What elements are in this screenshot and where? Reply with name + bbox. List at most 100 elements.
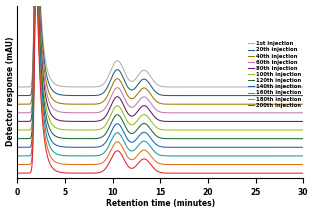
20th injection xyxy=(241,94,244,97)
60th injection xyxy=(30,104,34,107)
140th injection xyxy=(241,146,244,149)
100th injection xyxy=(241,129,244,131)
60th injection xyxy=(154,109,158,111)
40th injection xyxy=(293,103,297,106)
Line: 160th injection: 160th injection xyxy=(17,0,303,156)
20th injection xyxy=(147,82,151,84)
1st injection xyxy=(15,86,19,88)
80th injection xyxy=(147,108,151,111)
40th injection xyxy=(154,100,158,103)
Legend: 1st injection, 20th injection, 40th injection, 60th injection, 80th injection, 1: 1st injection, 20th injection, 40th inje… xyxy=(246,39,303,110)
60th injection xyxy=(301,111,305,114)
100th injection xyxy=(147,117,151,119)
40th injection xyxy=(301,103,305,106)
160th injection xyxy=(15,155,19,157)
80th injection xyxy=(241,120,244,123)
100th injection xyxy=(293,129,297,131)
80th injection xyxy=(293,120,297,123)
100th injection xyxy=(15,129,19,131)
Line: 1st injection: 1st injection xyxy=(17,0,303,87)
80th injection xyxy=(293,120,297,123)
180th injection xyxy=(154,161,158,163)
200th injection xyxy=(301,172,305,174)
Line: 100th injection: 100th injection xyxy=(17,0,303,130)
100th injection xyxy=(30,122,34,124)
Line: 40th injection: 40th injection xyxy=(17,0,303,104)
40th injection xyxy=(30,96,34,98)
60th injection xyxy=(293,111,297,114)
200th injection xyxy=(293,172,297,174)
160th injection xyxy=(147,143,151,146)
160th injection xyxy=(293,155,297,157)
140th injection xyxy=(30,139,34,141)
60th injection xyxy=(15,111,19,114)
40th injection xyxy=(15,103,19,106)
1st injection xyxy=(154,83,158,85)
1st injection xyxy=(293,86,297,88)
180th injection xyxy=(293,163,297,166)
200th injection xyxy=(154,169,158,172)
200th injection xyxy=(15,172,19,174)
1st injection xyxy=(30,79,34,81)
60th injection xyxy=(241,111,244,114)
Line: 120th injection: 120th injection xyxy=(17,0,303,139)
180th injection xyxy=(241,163,244,166)
160th injection xyxy=(301,155,305,157)
20th injection xyxy=(30,87,34,90)
40th injection xyxy=(147,90,151,93)
160th injection xyxy=(293,155,297,157)
100th injection xyxy=(293,129,297,131)
180th injection xyxy=(301,163,305,166)
20th injection xyxy=(293,94,297,97)
120th injection xyxy=(30,130,34,133)
120th injection xyxy=(241,137,244,140)
200th injection xyxy=(293,172,297,174)
Line: 200th injection: 200th injection xyxy=(17,0,303,173)
120th injection xyxy=(154,135,158,137)
60th injection xyxy=(293,111,297,114)
1st injection xyxy=(241,86,244,88)
40th injection xyxy=(241,103,244,106)
120th injection xyxy=(15,137,19,140)
100th injection xyxy=(154,126,158,129)
Line: 80th injection: 80th injection xyxy=(17,0,303,121)
20th injection xyxy=(15,94,19,97)
1st injection xyxy=(293,86,297,88)
X-axis label: Retention time (minutes): Retention time (minutes) xyxy=(106,199,215,208)
1st injection xyxy=(301,86,305,88)
80th injection xyxy=(15,120,19,123)
180th injection xyxy=(147,152,151,155)
80th injection xyxy=(301,120,305,123)
120th injection xyxy=(301,137,305,140)
160th injection xyxy=(241,155,244,157)
160th injection xyxy=(154,152,158,155)
1st injection xyxy=(147,73,151,75)
120th injection xyxy=(147,126,151,128)
200th injection xyxy=(147,161,151,163)
Line: 20th injection: 20th injection xyxy=(17,0,303,96)
140th injection xyxy=(15,146,19,149)
60th injection xyxy=(147,99,151,102)
180th injection xyxy=(293,163,297,166)
20th injection xyxy=(154,91,158,94)
200th injection xyxy=(30,165,34,167)
140th injection xyxy=(293,146,297,149)
40th injection xyxy=(293,103,297,106)
120th injection xyxy=(293,137,297,140)
140th injection xyxy=(147,134,151,137)
20th injection xyxy=(293,94,297,97)
20th injection xyxy=(301,94,305,97)
Line: 140th injection: 140th injection xyxy=(17,0,303,147)
140th injection xyxy=(154,143,158,146)
160th injection xyxy=(30,147,34,150)
140th injection xyxy=(301,146,305,149)
200th injection xyxy=(241,172,244,174)
140th injection xyxy=(293,146,297,149)
80th injection xyxy=(154,117,158,120)
Line: 60th injection: 60th injection xyxy=(17,0,303,113)
180th injection xyxy=(30,156,34,159)
180th injection xyxy=(15,163,19,166)
Y-axis label: Detector response (mAU): Detector response (mAU) xyxy=(6,37,14,147)
Line: 180th injection: 180th injection xyxy=(17,0,303,165)
80th injection xyxy=(30,113,34,116)
